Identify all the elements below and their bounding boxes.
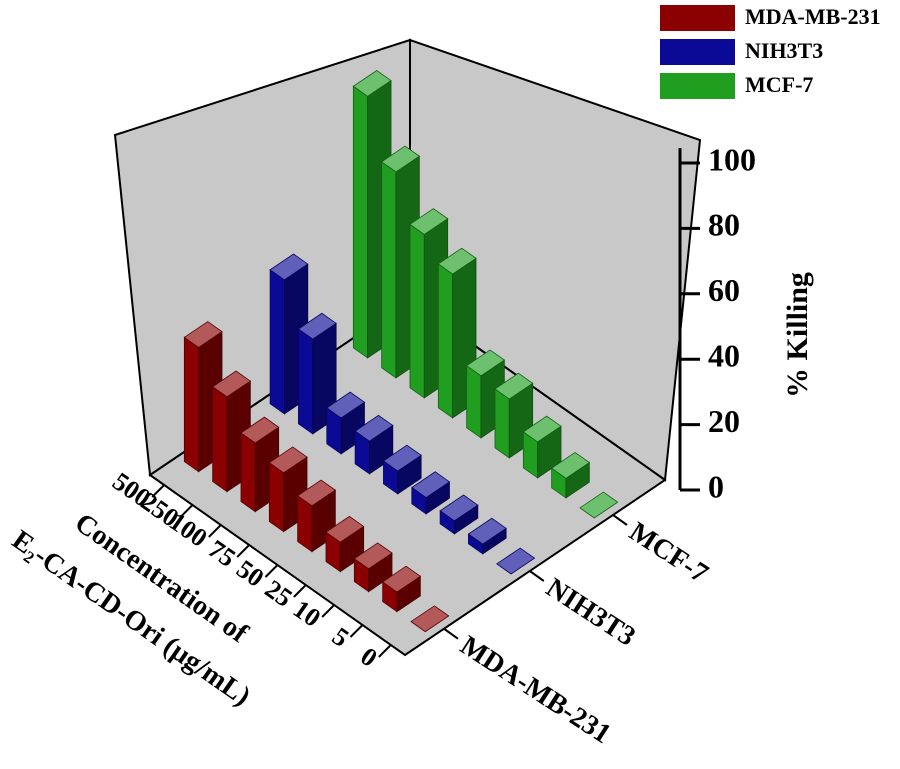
x-tick-label: 0 xyxy=(355,642,382,673)
bar-top xyxy=(297,312,337,340)
x-tick xyxy=(236,544,250,558)
bar-top xyxy=(183,321,223,348)
bar-front xyxy=(269,268,285,415)
x-tick-label: 10 xyxy=(288,594,326,633)
bar-top xyxy=(380,145,421,173)
bar-top xyxy=(467,517,507,545)
x-tick xyxy=(179,504,194,518)
x-tick xyxy=(321,604,335,618)
x-tick xyxy=(264,564,279,578)
bar-top xyxy=(465,349,506,377)
bar-front xyxy=(298,328,314,435)
bar-top xyxy=(411,471,451,499)
legend-swatch xyxy=(660,73,735,99)
bar-top xyxy=(325,515,365,543)
bar-front xyxy=(409,223,425,399)
bar-top xyxy=(522,415,562,443)
bar-top xyxy=(353,542,393,570)
bar-top xyxy=(296,479,337,507)
bar-front xyxy=(381,161,397,379)
bar-top xyxy=(437,247,477,275)
bar-front xyxy=(494,388,510,459)
x-tick-label: 50 xyxy=(231,554,269,593)
z-tick-label: 20 xyxy=(708,403,740,439)
x-tick-label: 75 xyxy=(203,534,241,573)
y-tick-label: MDA-MB-231 xyxy=(455,630,617,750)
bar-top xyxy=(382,444,422,472)
x-tick xyxy=(378,644,392,658)
legend-label: NIH3T3 xyxy=(745,38,823,63)
bar-front xyxy=(183,336,200,473)
z-tick-label: 60 xyxy=(708,272,740,308)
bar-top xyxy=(211,370,252,398)
bar-top xyxy=(496,547,536,575)
bar-front xyxy=(240,432,256,513)
y-tick-label: NIH3T3 xyxy=(540,572,640,652)
bar-top xyxy=(550,451,591,479)
y-tick xyxy=(529,570,545,582)
y-tick xyxy=(443,627,459,640)
legend-swatch xyxy=(660,5,735,31)
legend: MDA-MB-231 NIH3T3 MCF-7 xyxy=(660,4,881,99)
x-tick-label: 5 xyxy=(327,622,354,653)
x-tick xyxy=(349,624,364,638)
legend-label: MDA-MB-231 xyxy=(745,4,881,29)
x-tick xyxy=(293,584,307,598)
z-tick-label: 40 xyxy=(708,338,740,374)
bar-front xyxy=(212,385,228,493)
y-tick-label: MCF-7 xyxy=(624,516,714,589)
legend-label: MCF-7 xyxy=(745,72,813,97)
y-tick xyxy=(612,514,628,526)
z-tick-label: 100 xyxy=(708,141,756,177)
bars xyxy=(183,69,619,633)
bar-front xyxy=(352,85,369,359)
bar-top xyxy=(439,494,479,522)
legend-swatch xyxy=(660,39,735,65)
bar-top xyxy=(352,69,392,97)
bar-front xyxy=(466,364,482,439)
x-tick-label: 25 xyxy=(260,574,298,613)
bar-top xyxy=(409,208,449,235)
z-tick-label: 0 xyxy=(708,468,724,504)
x-tick xyxy=(151,484,165,498)
bar-top xyxy=(268,446,308,474)
bar-top xyxy=(579,491,619,519)
bar-top xyxy=(240,416,280,444)
bar-top xyxy=(494,372,534,400)
z-tick-label: 80 xyxy=(708,207,740,243)
bar-front xyxy=(268,461,285,533)
bar-top xyxy=(326,391,366,419)
bar-front xyxy=(437,263,454,419)
bar-top xyxy=(354,414,394,442)
bar-top xyxy=(410,605,450,633)
x-tick xyxy=(208,524,222,538)
bar-top xyxy=(269,253,309,281)
bar-top xyxy=(381,565,422,593)
z-axis-title: % Killing xyxy=(781,272,814,398)
